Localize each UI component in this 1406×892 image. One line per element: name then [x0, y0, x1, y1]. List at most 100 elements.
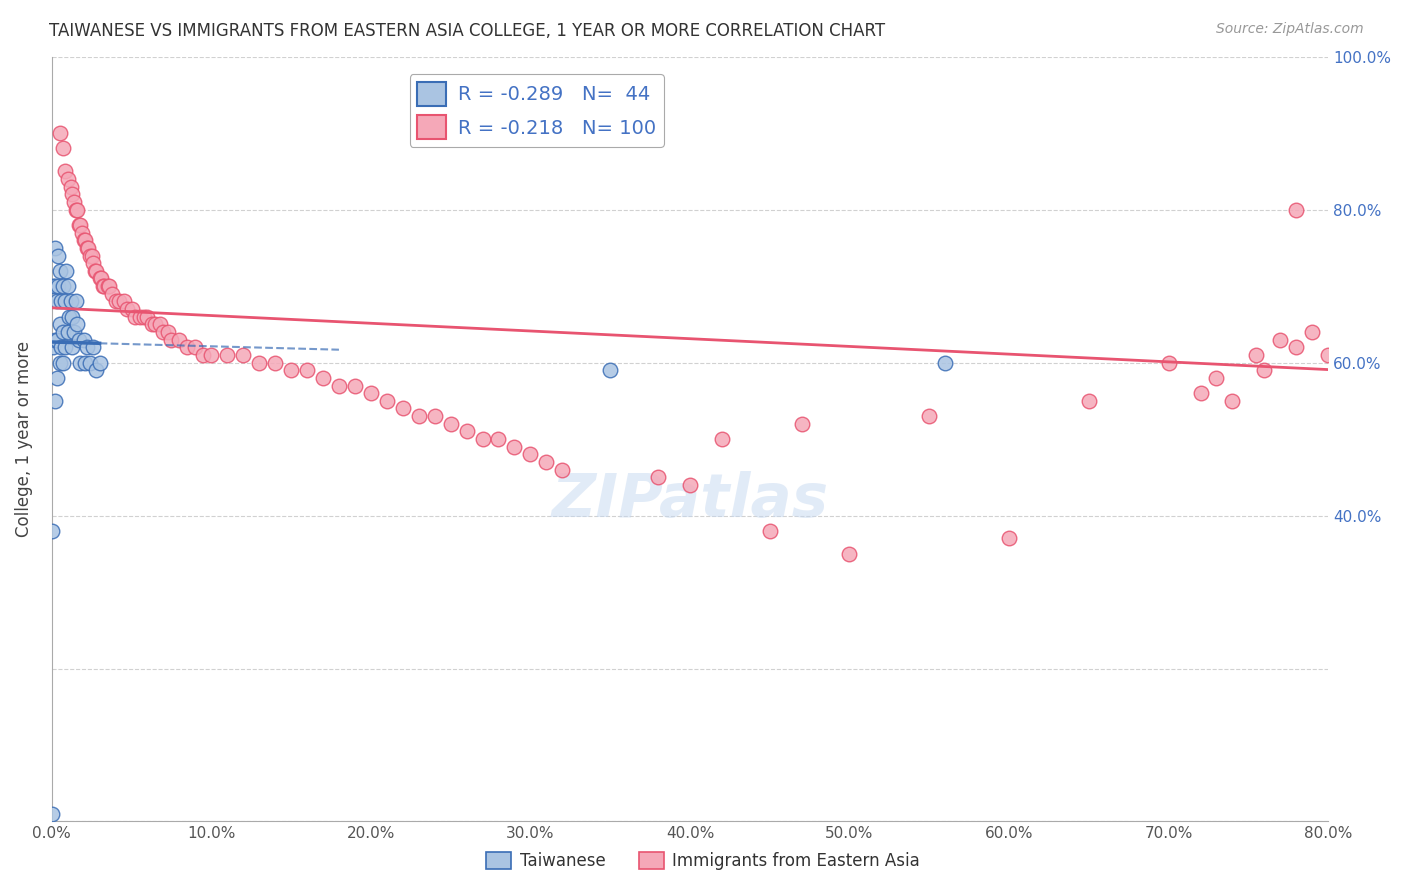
- Point: [42, 340, 65, 354]
- Point: [41, 524, 63, 538]
- Point: [112, 294, 135, 309]
- Point: [44, 333, 66, 347]
- Point: [128, 310, 150, 324]
- Point: [1396, 264, 1406, 278]
- Point: [1333, 340, 1355, 354]
- Point: [58, 310, 80, 324]
- Point: [679, 478, 702, 492]
- Point: [98, 279, 121, 293]
- Point: [65, 202, 87, 217]
- Point: [46, 279, 69, 293]
- Point: [52, 355, 75, 369]
- Point: [97, 279, 120, 293]
- Point: [456, 425, 478, 439]
- Point: [343, 378, 366, 392]
- Point: [157, 325, 180, 339]
- Point: [63, 194, 86, 209]
- Point: [1381, 279, 1403, 293]
- Point: [86, 363, 108, 377]
- Point: [136, 310, 159, 324]
- Point: [503, 440, 526, 454]
- Point: [91, 279, 114, 293]
- Point: [758, 524, 780, 538]
- Point: [141, 318, 163, 332]
- Text: Source: ZipAtlas.com: Source: ZipAtlas.com: [1216, 22, 1364, 37]
- Point: [121, 301, 143, 316]
- Point: [101, 286, 124, 301]
- Point: [52, 279, 75, 293]
- Point: [48, 126, 70, 140]
- Point: [934, 355, 956, 369]
- Point: [790, 417, 813, 431]
- Point: [1285, 340, 1308, 354]
- Point: [160, 333, 183, 347]
- Point: [134, 310, 156, 324]
- Point: [82, 340, 104, 354]
- Point: [1205, 371, 1227, 385]
- Point: [471, 432, 494, 446]
- Point: [52, 325, 75, 339]
- Point: [93, 279, 115, 293]
- Point: [1222, 393, 1244, 408]
- Point: [73, 333, 96, 347]
- Point: [145, 318, 167, 332]
- Legend: R = -0.289   N=  44, R = -0.218   N= 100: R = -0.289 N= 44, R = -0.218 N= 100: [409, 74, 664, 147]
- Point: [51, 340, 73, 354]
- Point: [62, 310, 84, 324]
- Point: [536, 455, 558, 469]
- Point: [647, 470, 669, 484]
- Point: [45, 294, 67, 309]
- Point: [1189, 386, 1212, 401]
- Point: [200, 348, 222, 362]
- Point: [48, 318, 70, 332]
- Point: [89, 271, 111, 285]
- Point: [1157, 355, 1180, 369]
- Point: [599, 363, 621, 377]
- Point: [838, 547, 860, 561]
- Point: [44, 279, 66, 293]
- Point: [48, 264, 70, 278]
- Point: [439, 417, 461, 431]
- Point: [45, 333, 67, 347]
- Point: [70, 226, 93, 240]
- Point: [710, 432, 733, 446]
- Point: [76, 340, 98, 354]
- Point: [104, 294, 127, 309]
- Point: [918, 409, 941, 424]
- Point: [53, 164, 76, 178]
- Point: [69, 218, 91, 232]
- Text: TAIWANESE VS IMMIGRANTS FROM EASTERN ASIA COLLEGE, 1 YEAR OR MORE CORRELATION CH: TAIWANESE VS IMMIGRANTS FROM EASTERN ASI…: [49, 22, 886, 40]
- Point: [1317, 348, 1340, 362]
- Point: [63, 325, 86, 339]
- Point: [51, 294, 73, 309]
- Point: [55, 264, 77, 278]
- Point: [169, 333, 191, 347]
- Point: [408, 409, 430, 424]
- Point: [83, 264, 105, 278]
- Point: [115, 301, 138, 316]
- Point: [79, 355, 101, 369]
- Point: [328, 378, 350, 392]
- Point: [124, 310, 146, 324]
- Y-axis label: College, 1 year or more: College, 1 year or more: [15, 341, 32, 537]
- Point: [519, 447, 541, 461]
- Point: [193, 348, 215, 362]
- Point: [152, 325, 174, 339]
- Point: [1246, 348, 1268, 362]
- Legend: Taiwanese, Immigrants from Eastern Asia: Taiwanese, Immigrants from Eastern Asia: [479, 845, 927, 877]
- Point: [232, 348, 254, 362]
- Point: [79, 248, 101, 262]
- Point: [1348, 325, 1371, 339]
- Point: [184, 340, 207, 354]
- Point: [69, 355, 91, 369]
- Point: [1365, 294, 1388, 309]
- Point: [488, 432, 510, 446]
- Point: [75, 355, 97, 369]
- Point: [217, 348, 239, 362]
- Point: [52, 141, 75, 155]
- Point: [295, 363, 318, 377]
- Point: [423, 409, 446, 424]
- Point: [48, 355, 70, 369]
- Point: [90, 271, 112, 285]
- Text: ZIPatlas: ZIPatlas: [551, 471, 828, 530]
